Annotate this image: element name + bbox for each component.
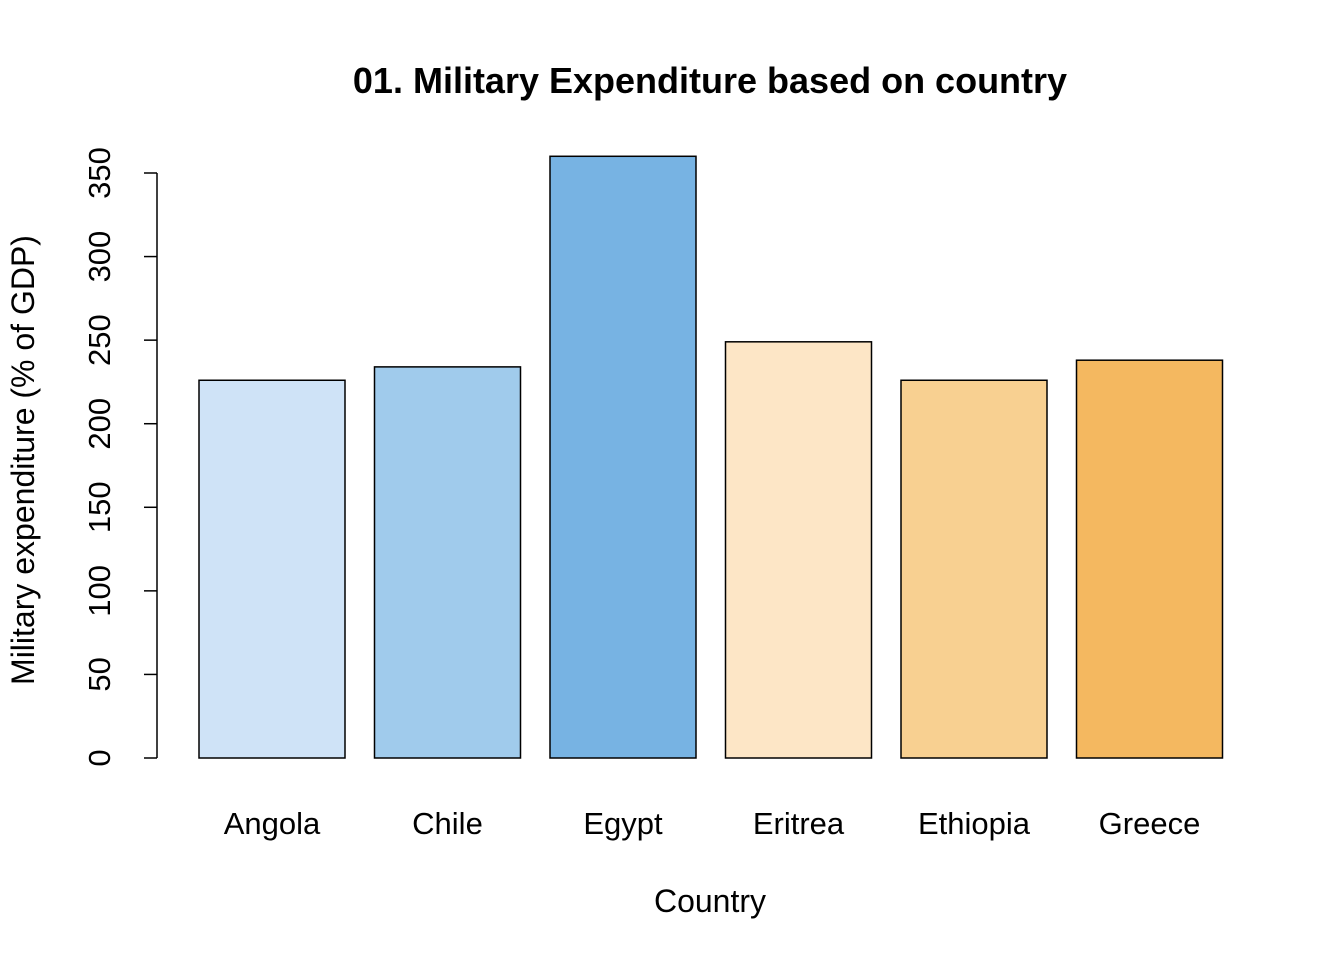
x-axis-title: Country	[654, 883, 766, 919]
x-tick-label: Greece	[1099, 806, 1201, 841]
x-tick-label: Egypt	[583, 806, 663, 841]
bar-egypt	[549, 155, 697, 759]
y-tick-label: 250	[82, 314, 117, 366]
y-tick-label: 150	[82, 481, 117, 533]
chart-title: 01. Military Expenditure based on countr…	[353, 60, 1067, 101]
x-tick-label: Eritrea	[753, 806, 845, 841]
y-axis-title: Military expenditure (% of GDP)	[5, 235, 41, 685]
bar-angola	[198, 379, 346, 759]
bar-greece	[1075, 359, 1224, 759]
bars-group	[198, 155, 1224, 759]
y-tick-label: 200	[82, 398, 117, 450]
x-tick-label: Ethiopia	[918, 806, 1031, 841]
x-tick-label: Angola	[224, 806, 321, 841]
y-tick-label: 300	[82, 231, 117, 283]
bar-chile	[373, 366, 522, 759]
y-tick-label: 50	[82, 657, 117, 691]
y-axis: 0 50 100 150 200 250 300 350	[82, 147, 158, 767]
x-tick-label: Chile	[412, 806, 483, 841]
bar-eritrea	[724, 341, 873, 759]
y-tick-label: 100	[82, 565, 117, 617]
x-category-labels: Angola Chile Egypt Eritrea Ethiopia Greece	[224, 806, 1201, 841]
y-tick-label: 0	[82, 749, 117, 766]
y-tick-label: 350	[82, 147, 117, 199]
bar-ethiopia	[900, 379, 1048, 759]
